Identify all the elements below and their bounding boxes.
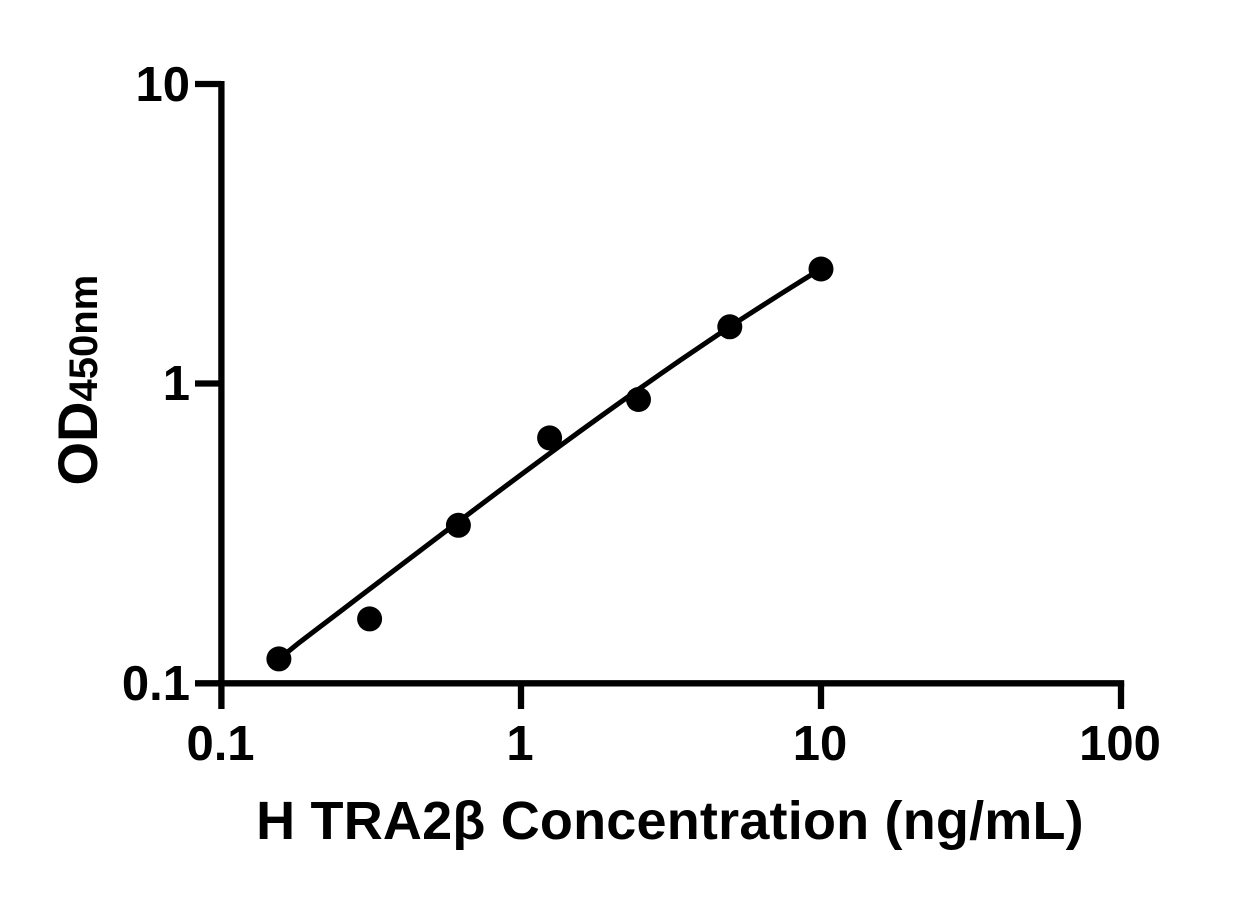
svg-text:10: 10 (135, 58, 190, 112)
svg-text:H TRA2β Concentration (ng/mL): H TRA2β Concentration (ng/mL) (256, 791, 1084, 851)
svg-text:100: 100 (1079, 717, 1161, 771)
svg-text:0.1: 0.1 (186, 717, 254, 771)
svg-text:0.1: 0.1 (122, 657, 190, 711)
svg-text:1: 1 (506, 717, 533, 771)
svg-text:1: 1 (163, 357, 190, 411)
svg-text:10: 10 (793, 717, 848, 771)
svg-text:OD450nm: OD450nm (46, 275, 109, 486)
